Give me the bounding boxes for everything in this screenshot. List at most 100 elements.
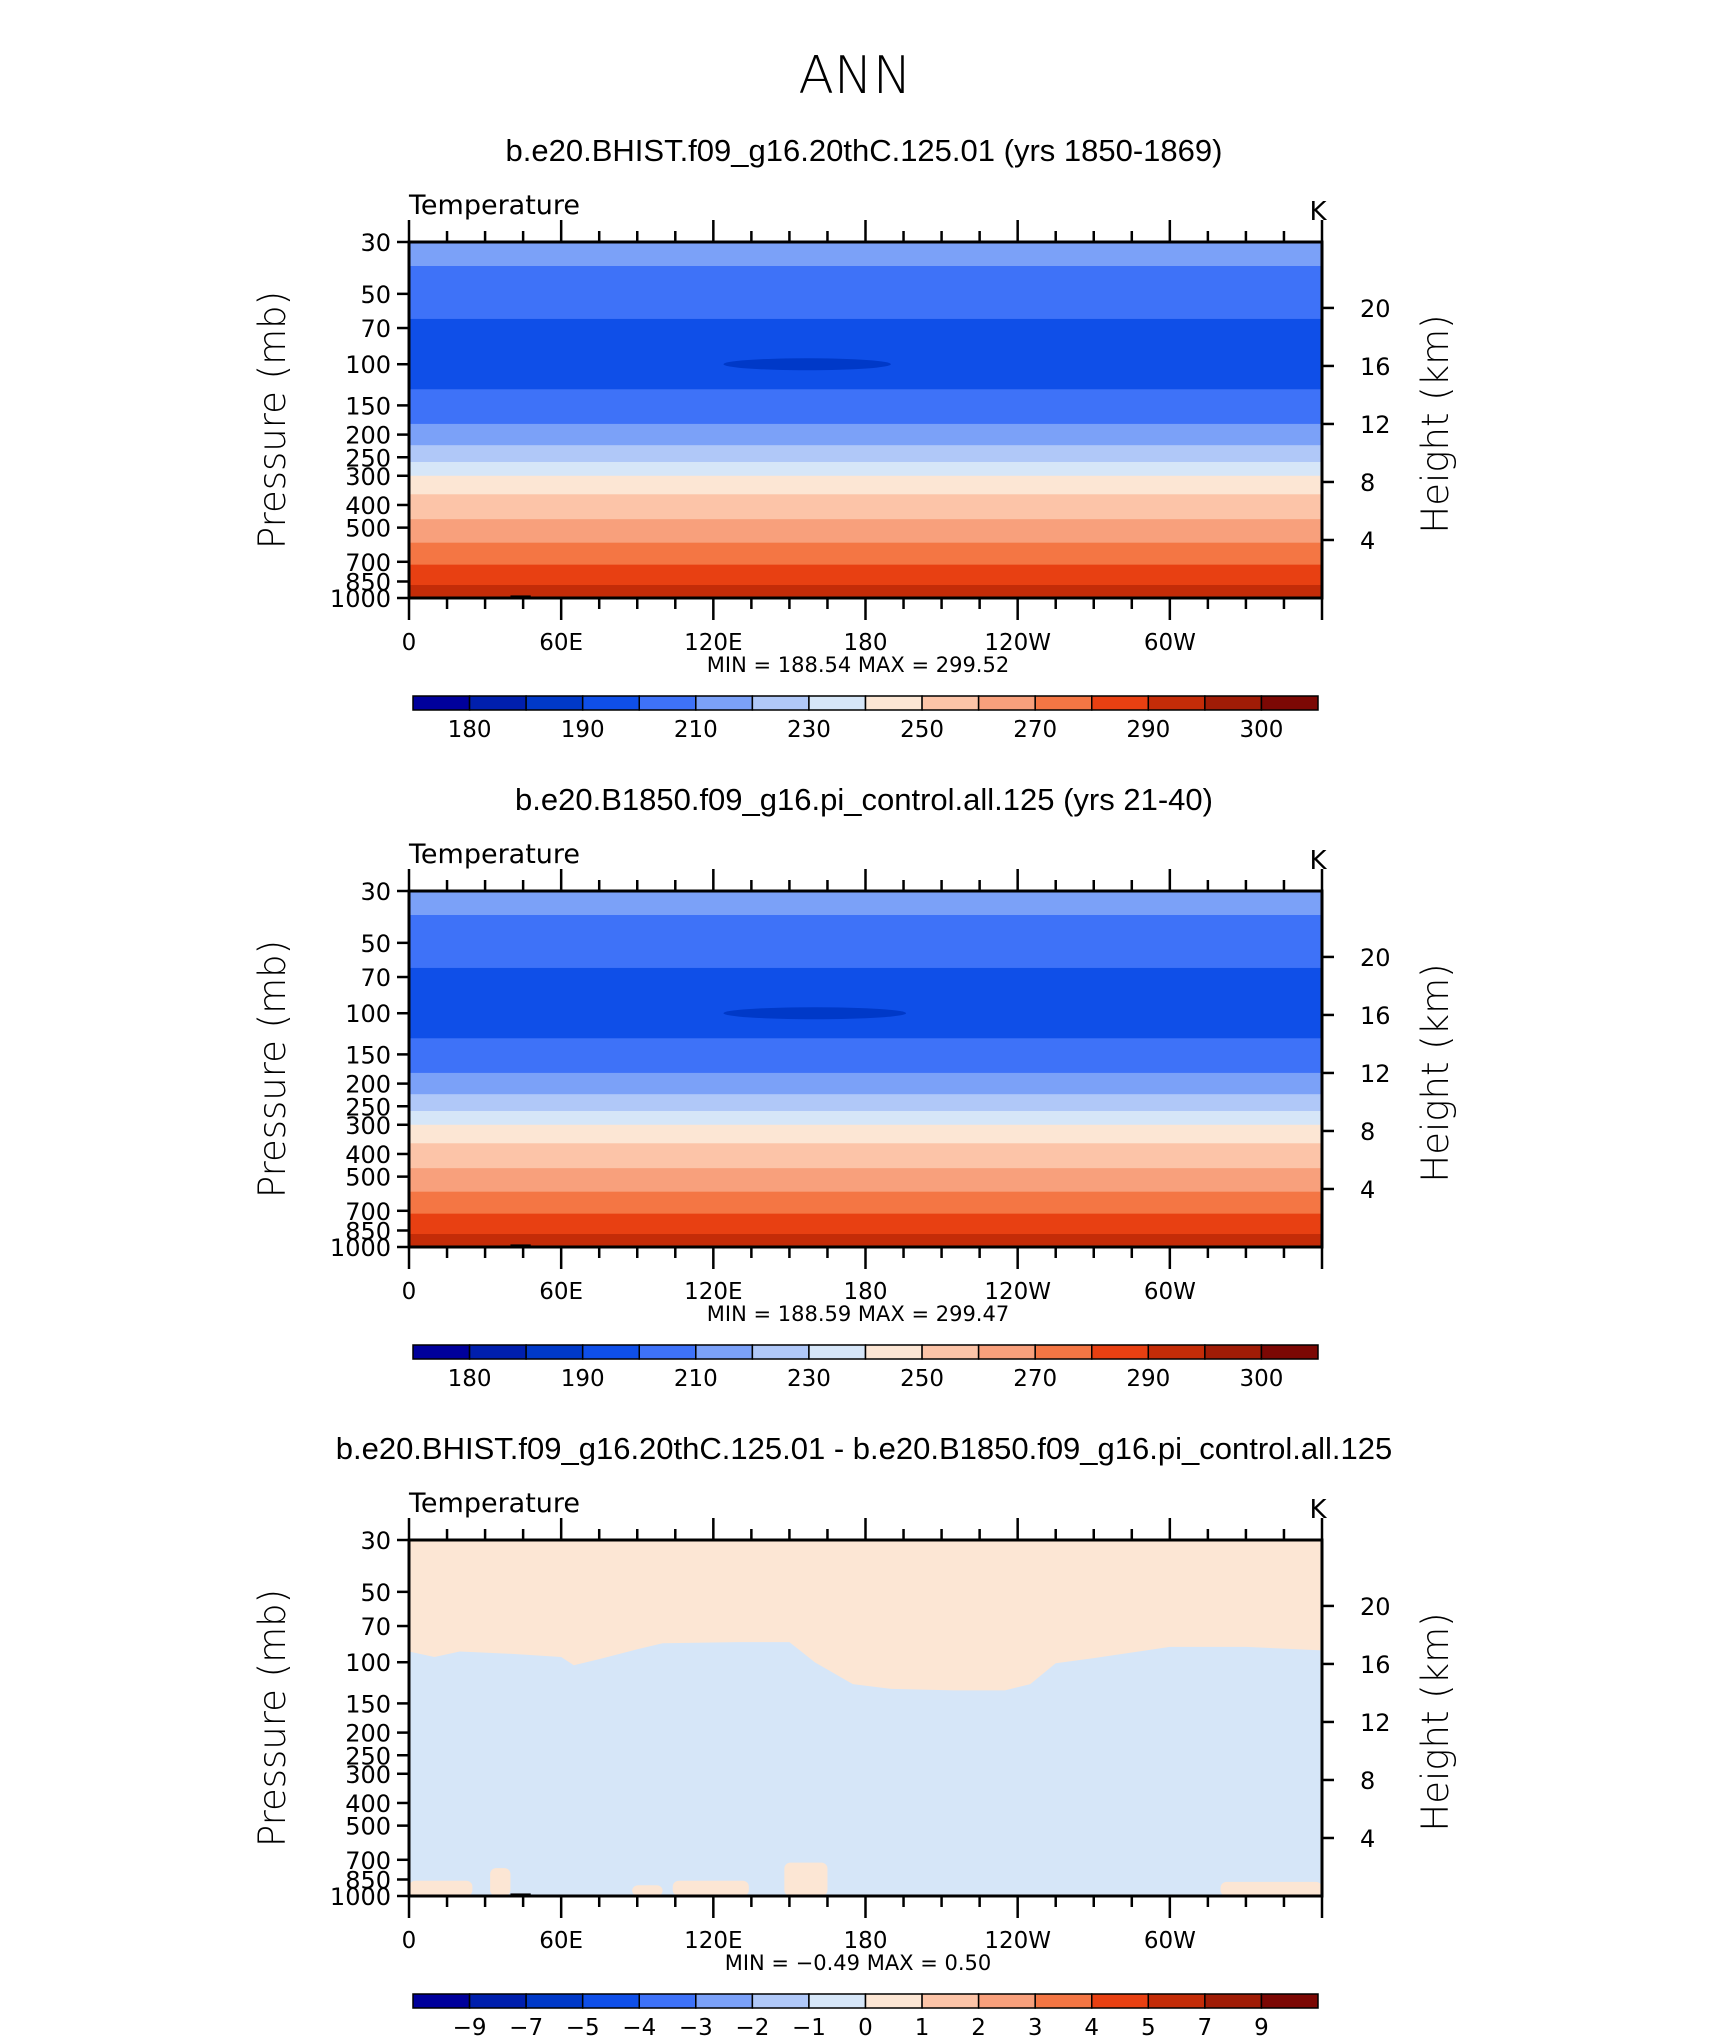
contour-band — [409, 265, 1322, 320]
y-tick-label: 400 — [345, 1790, 391, 1818]
cold-core-contour — [723, 358, 891, 371]
colorbar-box — [1147, 1344, 1206, 1360]
y-tick-label: 250 — [345, 1742, 391, 1770]
colorbar-box — [808, 695, 867, 711]
colorbar-box — [751, 1344, 810, 1360]
y-right-tick-label: 12 — [1360, 1060, 1391, 1088]
x-tick-label: 120E — [684, 1279, 742, 1305]
colorbar-box — [468, 1344, 527, 1360]
contour-band — [409, 1191, 1322, 1215]
x-tick-label: 180 — [844, 1279, 888, 1305]
y-right-tick-label: 8 — [1360, 1767, 1375, 1795]
contour-band — [409, 1234, 1322, 1247]
y-tick-label: 100 — [345, 351, 391, 379]
colorbar-label: 4 — [1084, 2015, 1099, 2038]
colorbar-label: 1 — [915, 2015, 930, 2038]
y-tick-label: 1000 — [330, 1883, 391, 1911]
min-max-stats: MIN = 188.59 MAX = 299.47 — [707, 1302, 1009, 1326]
y-right-tick-label: 20 — [1360, 1593, 1391, 1621]
y-tick-label: 700 — [345, 1847, 391, 1875]
y-tick-label: 100 — [345, 1000, 391, 1028]
colorbar-box — [1260, 695, 1319, 711]
colorbar-label: 180 — [448, 717, 492, 743]
contour-band — [409, 1094, 1322, 1112]
contour-band — [409, 318, 1322, 390]
colorbar-box — [921, 1344, 980, 1360]
colorbar-box — [977, 695, 1036, 711]
colorbar-box — [864, 1344, 923, 1360]
colorbar-label: 0 — [858, 2015, 873, 2038]
colorbar-box — [468, 695, 527, 711]
colorbar-label: −9 — [453, 2015, 487, 2038]
colorbar-box — [1204, 1344, 1263, 1360]
x-tick-label: 60E — [539, 1928, 583, 1954]
left-string: Temperature — [408, 1488, 580, 1519]
colorbar-label: 9 — [1254, 2015, 1269, 2038]
panel-2: b.e20.B1850.f09_g16.pi_control.all.125 (… — [251, 782, 1457, 1392]
surface-warm-contour — [1093, 1236, 1196, 1247]
y-right-tick-label: 16 — [1360, 353, 1391, 381]
y-tick-label: 30 — [360, 1527, 391, 1555]
y-right-axis-label: Height (km) — [1414, 314, 1457, 533]
colorbar-label: −3 — [679, 2015, 713, 2038]
surface-warm-contour — [459, 586, 562, 598]
colorbar-box — [1034, 1993, 1093, 2009]
colorbar-label: 210 — [674, 717, 718, 743]
y-tick-label: 850 — [345, 1867, 391, 1895]
colorbar-box — [977, 1993, 1036, 2009]
y-tick-label: 150 — [345, 1041, 391, 1069]
colorbar-box — [1091, 695, 1150, 711]
y-tick-label: 30 — [360, 229, 391, 257]
y-tick-label: 250 — [345, 1093, 391, 1121]
contour-band — [409, 1072, 1322, 1095]
colorbar-box — [1091, 1344, 1150, 1360]
left-string: Temperature — [408, 190, 580, 221]
x-tick-label: 60W — [1144, 1279, 1196, 1305]
y-right-tick-label: 8 — [1360, 1118, 1375, 1146]
surface-warm-contour — [1093, 587, 1196, 598]
x-tick-label: 60E — [539, 630, 583, 656]
x-tick-label: 0 — [402, 630, 417, 656]
positive-patch — [784, 1862, 828, 1896]
colorbar-box — [412, 1993, 471, 2009]
contour-band — [409, 423, 1322, 446]
contour-band — [409, 242, 1322, 267]
units-label: K — [1309, 846, 1327, 876]
colorbar-box — [695, 1344, 754, 1360]
colorbar-box — [1260, 1344, 1319, 1360]
positive-patch — [409, 1880, 473, 1896]
contour-band — [409, 462, 1322, 477]
contour-band — [409, 967, 1322, 1039]
y-tick-label: 70 — [360, 315, 391, 343]
colorbar-box — [1204, 695, 1263, 711]
y-tick-label: 500 — [345, 1813, 391, 1841]
colorbar-label: 180 — [448, 1366, 492, 1392]
y-right-tick-label: 8 — [1360, 469, 1375, 497]
colorbar-box — [1260, 1993, 1319, 2009]
positive-patch — [672, 1880, 749, 1896]
contour-band — [409, 914, 1322, 969]
contour-band — [409, 1038, 1322, 1074]
contour-band — [409, 1213, 1322, 1235]
y-right-tick-label: 16 — [1360, 1651, 1391, 1679]
colorbar-label: 5 — [1141, 2015, 1156, 2038]
colorbar-box — [468, 1993, 527, 2009]
positive-patch — [490, 1868, 511, 1896]
plot-area — [409, 242, 1322, 598]
min-max-stats: MIN = 188.54 MAX = 299.52 — [707, 653, 1009, 677]
colorbar-label: 190 — [561, 1366, 605, 1392]
y-tick-label: 300 — [345, 463, 391, 491]
colorbar-box — [1034, 695, 1093, 711]
colorbar-label: 290 — [1126, 717, 1170, 743]
colorbar-box — [1204, 1993, 1263, 2009]
y-tick-label: 1000 — [330, 585, 391, 613]
colorbar-box — [1147, 695, 1206, 711]
y-right-axis-label: Height (km) — [1414, 1612, 1457, 1831]
units-label: K — [1309, 197, 1327, 227]
colorbar-box — [808, 1993, 867, 2009]
colorbar-box — [525, 1344, 584, 1360]
colorbar-box — [751, 1993, 810, 2009]
panel-title: b.e20.BHIST.f09_g16.20thC.125.01 - b.e20… — [336, 1431, 1393, 1466]
colorbar-box — [638, 695, 697, 711]
colorbar-box — [864, 695, 923, 711]
